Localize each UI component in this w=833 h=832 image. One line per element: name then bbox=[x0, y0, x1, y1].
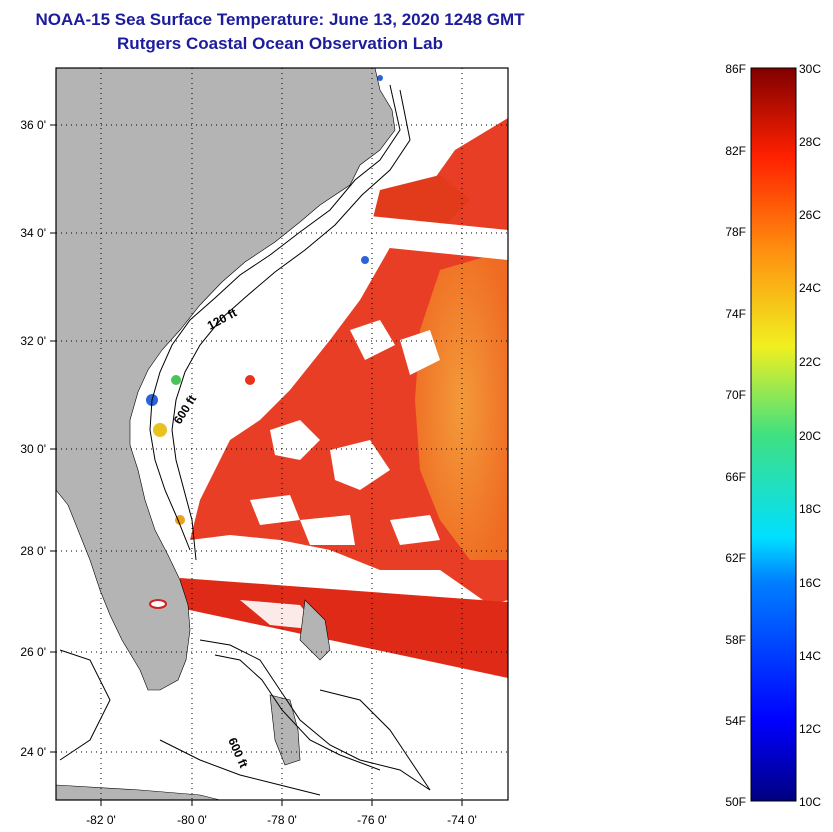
lat-label-24: 24 0' bbox=[20, 745, 46, 759]
lon-label-80: -80 0' bbox=[177, 813, 207, 827]
colorbar-label-24C: 24C bbox=[799, 281, 821, 295]
lat-label-32: 32 0' bbox=[20, 334, 46, 348]
colorbar-label-16C: 16C bbox=[799, 576, 821, 590]
colorbar-label-26C: 26C bbox=[799, 208, 821, 222]
lat-label-28: 28 0' bbox=[20, 544, 46, 558]
lon-label-82: -82 0' bbox=[86, 813, 116, 827]
graticule bbox=[56, 68, 508, 800]
sst-field bbox=[190, 118, 508, 605]
map-title: NOAA-15 Sea Surface Temperature: June 13… bbox=[35, 10, 525, 29]
lon-label-74: -74 0' bbox=[447, 813, 477, 827]
colorbar-label-18C: 18C bbox=[799, 502, 821, 516]
colorbar-label-10C: 10C bbox=[799, 795, 821, 809]
colorbar-label-82F: 82F bbox=[725, 144, 746, 158]
lon-label-76: -76 0' bbox=[357, 813, 387, 827]
bathymetry-contours bbox=[59, 84, 431, 796]
axis-ticks bbox=[50, 124, 463, 806]
colorbar-label-62F: 62F bbox=[725, 551, 746, 565]
colorbar-label-30C: 30C bbox=[799, 62, 821, 76]
land-mass bbox=[55, 67, 396, 691]
map-subtitle: Rutgers Coastal Ocean Observation Lab bbox=[117, 34, 443, 53]
colorbar-label-20C: 20C bbox=[799, 429, 821, 443]
lat-label-26: 26 0' bbox=[20, 645, 46, 659]
lat-label-34: 34 0' bbox=[20, 226, 46, 240]
colorbar-label-28C: 28C bbox=[799, 135, 821, 149]
lat-label-36: 36 0' bbox=[20, 118, 46, 132]
colorbar-label-70F: 70F bbox=[725, 388, 746, 402]
colorbar-label-50F: 50F bbox=[725, 795, 746, 809]
colorbar-label-74F: 74F bbox=[725, 307, 746, 321]
colorbar-label-58F: 58F bbox=[725, 633, 746, 647]
colorbar-label-66F: 66F bbox=[725, 470, 746, 484]
colorbar-label-54F: 54F bbox=[725, 714, 746, 728]
colorbar-label-22C: 22C bbox=[799, 355, 821, 369]
colorbar-gradient bbox=[750, 67, 797, 802]
colorbar-label-14C: 14C bbox=[799, 649, 821, 663]
colorbar-label-12C: 12C bbox=[799, 722, 821, 736]
colorbar-label-86F: 86F bbox=[725, 62, 746, 76]
lat-label-30: 30 0' bbox=[20, 442, 46, 456]
lon-label-78: -78 0' bbox=[267, 813, 297, 827]
colorbar-label-78F: 78F bbox=[725, 225, 746, 239]
